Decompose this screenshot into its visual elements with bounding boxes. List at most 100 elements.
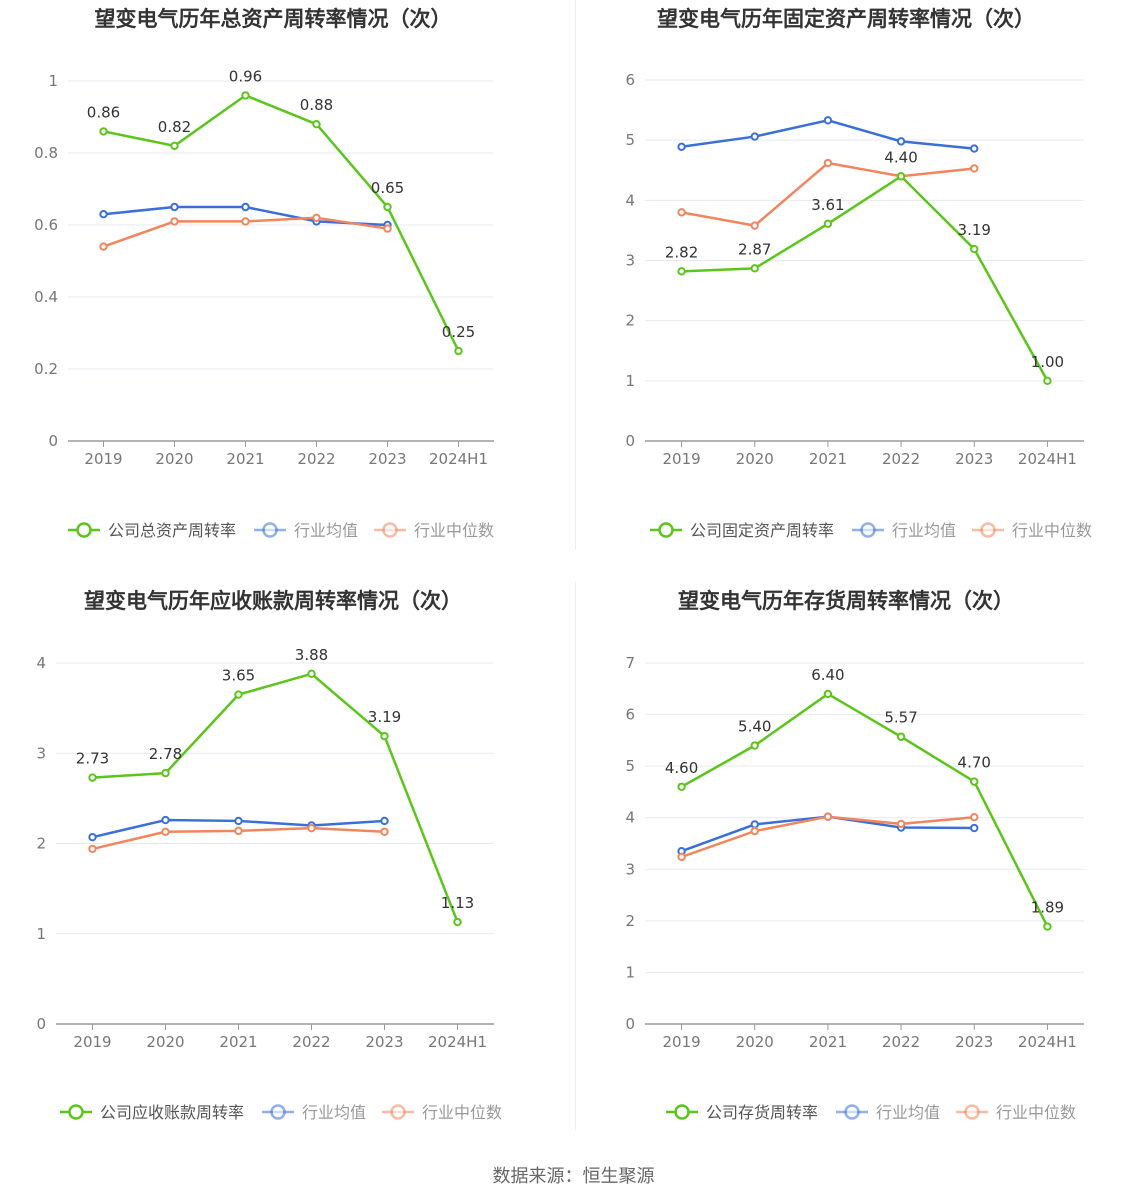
data-label: 3.61: [811, 196, 844, 214]
data-point-company: [307, 669, 316, 679]
data-point-average: [241, 202, 250, 212]
legend-swatch-marker: [390, 1104, 406, 1120]
data-point-average: [896, 137, 906, 146]
data-point-company: [970, 244, 979, 254]
data-point-company: [312, 120, 321, 129]
data-label: 0.65: [371, 179, 404, 197]
data-label: 0.25: [442, 323, 475, 341]
legend-label: 公司应收账款周转率: [100, 1103, 244, 1122]
x-tick-label: 2023: [955, 450, 993, 468]
legend-label: 公司存货周转率: [706, 1103, 818, 1122]
legend-item-company: 公司总资产周转率: [68, 521, 236, 540]
y-tick-label: 6: [625, 71, 635, 89]
y-tick-label: 1: [625, 963, 635, 981]
legend-item-median: 行业中位数: [956, 1103, 1076, 1122]
data-point-company: [823, 689, 833, 699]
data-label: 4.60: [665, 759, 698, 777]
data-label: 3.65: [222, 667, 255, 685]
data-point-company: [161, 768, 170, 778]
legend-swatch-marker: [658, 522, 674, 538]
data-point-company: [896, 732, 906, 741]
chart-svg: 望变电气历年总资产周转率情况（次） 0 0.2 0.4 0.6 0.8 1 2019 2020 2…: [34, 7, 494, 540]
legend-label: 公司总资产周转率: [108, 521, 236, 540]
x-tick-label: 2022: [882, 1033, 920, 1051]
data-point-average: [970, 144, 979, 153]
y-tick-label: 2: [36, 835, 46, 853]
data-point-average: [161, 815, 170, 825]
legend-label: 行业均值: [294, 521, 358, 540]
legend-item-company: 公司固定资产周转率: [650, 521, 834, 540]
x-tick-label: 2021: [226, 450, 264, 468]
data-point-company: [241, 91, 250, 100]
y-tick-label: 0.6: [34, 216, 58, 234]
data-point-company: [750, 741, 759, 750]
data-point-average: [750, 820, 759, 829]
data-point-median: [383, 224, 392, 233]
data-point-median: [970, 812, 979, 822]
data-point-median: [161, 827, 170, 836]
y-tick-label: 0: [625, 1015, 635, 1033]
x-tick-label: 2019: [84, 450, 122, 468]
data-point-median: [970, 164, 979, 173]
data-label: 3.19: [368, 708, 401, 726]
data-point-company: [677, 782, 686, 791]
y-tick-label: 5: [625, 757, 635, 775]
series-line-company: [681, 175, 1049, 382]
data-point-average: [234, 816, 243, 826]
x-tick-label: 2024H1: [428, 1033, 487, 1051]
y-tick-label: 1: [48, 72, 58, 90]
y-tick-label: 7: [625, 654, 635, 672]
data-label: 3.88: [295, 646, 328, 664]
x-tick-label: 2022: [292, 1033, 330, 1051]
series-line-average: [681, 119, 975, 150]
y-tick-label: 0: [625, 432, 635, 450]
legend-item-average: 行业均值: [254, 521, 358, 540]
legend-label: 行业中位数: [996, 1103, 1076, 1122]
data-point-average: [170, 202, 179, 212]
y-tick-label: 3: [36, 744, 46, 762]
series-line-company: [92, 672, 459, 923]
data-label: 2.82: [665, 243, 698, 261]
chart-title: 望变电气历年应收账款周转率情况（次）: [84, 589, 462, 613]
x-tick-label: 2019: [662, 450, 700, 468]
data-point-average: [677, 142, 686, 151]
data-point-average: [823, 116, 833, 125]
data-point-company: [677, 267, 686, 276]
x-tick-label: 2020: [146, 1033, 184, 1051]
y-tick-label: 2: [625, 912, 635, 930]
legend-item-median: 行业中位数: [972, 521, 1092, 540]
y-tick-label: 0: [36, 1015, 46, 1033]
data-label: 2.78: [149, 745, 182, 763]
data-point-average: [380, 816, 389, 826]
series-line-median: [681, 815, 975, 859]
data-label: 0.88: [300, 96, 333, 114]
data-point-company: [1043, 376, 1052, 386]
data-point-company: [750, 264, 759, 273]
legend-swatch-marker: [964, 1104, 980, 1120]
data-point-median: [241, 217, 250, 226]
data-label: 1.89: [1031, 899, 1064, 917]
data-point-company: [99, 127, 108, 136]
data-point-median: [312, 213, 321, 223]
chart-svg: 望变电气历年应收账款周转率情况（次） 0 1 2 3 4 2019 2020 2021 2022 2…: [36, 589, 502, 1122]
data-label: 5.40: [738, 718, 771, 736]
data-point-company: [383, 202, 392, 212]
data-point-company: [970, 777, 979, 786]
y-tick-label: 4: [36, 654, 46, 672]
series-line-company: [680, 692, 1049, 928]
y-tick-label: 3: [625, 860, 635, 878]
data-point-company: [823, 219, 833, 228]
legend-item-company: 公司存货周转率: [666, 1103, 818, 1122]
data-point-median: [823, 158, 833, 168]
y-tick-label: 4: [625, 191, 635, 209]
data-point-median: [677, 208, 686, 217]
data-point-median: [99, 242, 108, 251]
legend-swatch-marker: [860, 522, 876, 538]
data-label: 5.57: [884, 709, 917, 727]
data-label: 2.87: [738, 240, 771, 258]
x-tick-label: 2024H1: [429, 450, 488, 468]
legend-swatch-marker: [382, 522, 398, 538]
x-tick-label: 2024H1: [1018, 1033, 1077, 1051]
legend-swatch-marker: [68, 1104, 84, 1120]
x-tick-label: 2021: [809, 450, 847, 468]
